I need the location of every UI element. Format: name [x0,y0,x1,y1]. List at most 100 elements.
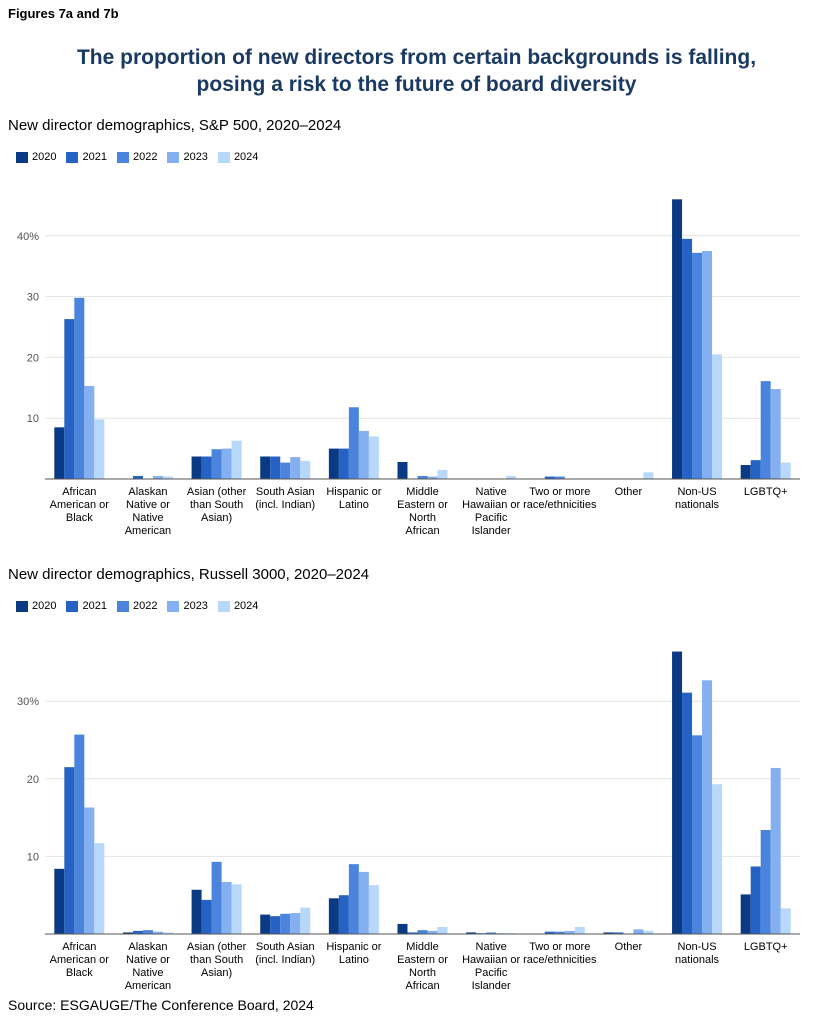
bar-2023 [770,389,781,479]
category-label-line: African [405,525,439,537]
bar-2020 [260,914,271,934]
legend-swatch [16,600,28,612]
chart-b-title: New director demographics, Russell 3000,… [8,566,370,583]
category-label-line: Eastern or [397,954,448,966]
legend-swatch [167,151,180,163]
legend-swatch [217,151,230,163]
category-label: Two or more race/ethnicities [523,486,597,511]
legend-swatch [16,151,28,163]
category-label-line: South Asian [256,486,315,498]
bar-2023 [427,930,438,934]
category-label-line: American or [50,954,110,966]
category-label-line: South Asian [256,941,315,953]
bar-2021 [407,932,418,934]
category-label: Asian (other than South Asian) [187,941,247,979]
bar-2023 [84,807,95,934]
bar-2020 [191,456,202,479]
bar-2024 [162,932,173,934]
category-label-line: Hawaiian or [462,499,520,511]
bar-2022 [417,475,428,479]
legend-label: 2024 [233,151,259,163]
category-label: Other [615,486,643,498]
legend-label: 2023 [183,151,208,163]
bar-2023 [84,385,95,479]
category-label-line: African [405,980,439,992]
category-label: LGBTQ+ [744,941,788,953]
chart-b-legend: 2020 2021 2022 2023 2024 [16,600,258,612]
category-label-line: than South [190,954,243,966]
bar-2024 [712,354,723,479]
bar-2022 [760,381,771,479]
category-label-line: Alaskan [128,941,167,953]
category-label-line: Islander [472,525,511,537]
category-label-line: Asian (other [187,941,247,953]
legend-item: 2021 [66,151,107,163]
bar-2024 [574,927,585,934]
bar-2023 [221,448,232,479]
category-label-line: Latino [339,499,369,511]
bar-2022 [417,930,428,934]
source-note: Source: ESGAUGE/The Conference Board, 20… [8,997,314,1013]
category-label-line: Middle [406,941,438,953]
bar-2020 [122,932,133,934]
bar-2022 [760,830,771,934]
category-label-line: Pacific [475,967,508,979]
bar-2021 [201,456,212,479]
bar-2021 [270,456,281,479]
legend-swatch [217,600,230,612]
category-label-line: Hispanic or [326,941,381,953]
bar-2023 [427,476,438,479]
category-label: Alaskan Native or Native American [125,941,171,992]
bar-2024 [94,419,105,479]
bar-2022 [74,734,85,934]
bar-2024 [437,927,448,934]
category-label-line: Hawaiian or [462,954,520,966]
legend-item: 2021 [66,600,107,612]
bar-2023 [152,475,163,479]
bar-2021 [750,460,761,479]
category-label-line: Non-US [677,486,716,498]
legend-item: 2020 [16,600,56,612]
bar-2022 [554,931,565,934]
bar-2021 [201,899,212,934]
legend-label: 2024 [233,600,259,612]
bar-2022 [486,932,497,934]
category-label-line: Native [476,486,507,498]
bar-2021 [338,448,349,479]
title-line-2: posing a risk to the future of board div… [196,73,637,96]
bar-2022 [211,449,222,479]
y-tick-label: 20 [27,774,39,786]
category-label: Two or more race/ethnicities [523,941,597,966]
bar-2022 [348,864,359,934]
y-tick-label: 30% [17,696,39,708]
bar-2021 [750,866,761,934]
bar-2024 [368,885,379,934]
bar-2020 [191,889,202,934]
legend-item: 2020 [16,151,56,163]
category-label-line: Native [132,967,163,979]
legend-swatch [66,151,79,163]
category-label: Middle Eastern or North African [397,941,448,992]
bar-2024 [94,843,105,934]
bar-2024 [712,784,723,934]
category-label-line: Hispanic or [326,486,381,498]
category-label-line: (incl. Indian) [255,499,315,511]
bar-2024 [231,440,242,479]
bar-2022 [211,861,222,934]
y-tick-label: 10 [27,851,39,863]
bar-2020 [328,898,339,934]
category-label-line: African [62,941,96,953]
category-label-line: North [409,967,436,979]
bar-2021 [64,319,75,479]
category-label: Asian (other than South Asian) [187,486,247,524]
legend-item: 2023 [167,151,208,163]
bar-2020 [740,465,751,479]
bar-2020 [260,456,271,479]
bar-2023 [290,457,301,479]
category-label: Middle Eastern or North African [397,486,448,537]
bar-2021 [270,916,281,934]
category-label-line: Asian) [201,512,232,524]
category-label-line: Pacific [475,512,508,524]
bar-2021 [132,475,143,479]
